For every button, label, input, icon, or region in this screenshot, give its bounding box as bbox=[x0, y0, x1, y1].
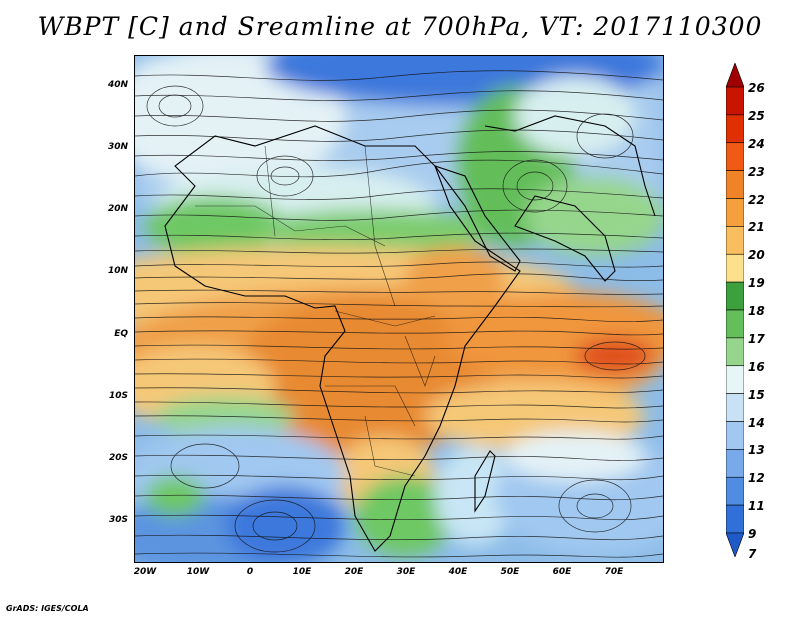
lon-label-70e: 70E bbox=[604, 567, 624, 577]
colorbar-label: 11 bbox=[748, 499, 765, 514]
colorbar-label: 7 bbox=[748, 547, 757, 561]
colorbar-label: 19 bbox=[748, 276, 765, 291]
colorbar-box bbox=[726, 449, 744, 478]
colorbar-label: 21 bbox=[748, 220, 765, 235]
lon-label-10w: 10W bbox=[186, 567, 210, 577]
lat-label-20s: 20S bbox=[108, 453, 128, 463]
lon-label-10e: 10E bbox=[292, 567, 312, 577]
lon-label-60e: 60E bbox=[552, 567, 572, 577]
colorbar-box bbox=[726, 226, 744, 255]
colorbar-box bbox=[726, 198, 744, 227]
lat-label-10s: 10S bbox=[108, 391, 128, 401]
wbpt-map-panel bbox=[134, 55, 664, 563]
colorbar-label: 17 bbox=[748, 331, 765, 346]
lon-label-20w: 20W bbox=[133, 567, 157, 577]
country-borders bbox=[195, 145, 436, 477]
colorbar-box bbox=[726, 337, 744, 367]
lon-label-30e: 30E bbox=[396, 567, 416, 577]
coastlines bbox=[164, 115, 656, 552]
colorbar-label: 14 bbox=[748, 415, 765, 430]
temperature-shading bbox=[135, 56, 663, 562]
colorbar-label: 26 bbox=[748, 81, 765, 95]
colorbar-label: 18 bbox=[748, 304, 765, 318]
colorbar-label: 12 bbox=[748, 471, 765, 486]
colorbar-box bbox=[726, 170, 744, 199]
lon-label-20e: 20E bbox=[344, 567, 364, 577]
colorbar-label: 13 bbox=[748, 443, 765, 458]
colorbar-label: 23 bbox=[748, 164, 765, 179]
lat-label-30n: 30N bbox=[107, 142, 128, 152]
lat-label-20n: 20N bbox=[107, 204, 128, 214]
colorbar-label: 9 bbox=[748, 527, 757, 541]
colorbar-box bbox=[726, 365, 744, 394]
lat-label-30s: 30S bbox=[108, 515, 128, 525]
lon-label-0: 0 bbox=[246, 567, 254, 577]
colorbar-box bbox=[726, 86, 744, 116]
lat-label-40n: 40N bbox=[107, 80, 128, 90]
colorbar-box bbox=[726, 309, 744, 339]
lon-label-50e: 50E bbox=[500, 567, 520, 577]
colorbar-label: 16 bbox=[748, 359, 765, 374]
wbpt-field bbox=[135, 56, 663, 562]
colorbar-label: 20 bbox=[748, 248, 765, 263]
grads-credit: GrADS: IGES/COLA bbox=[6, 604, 89, 613]
colorbar-label: 22 bbox=[748, 192, 765, 207]
colorbar-box bbox=[726, 253, 744, 283]
lat-label-eq: EQ bbox=[114, 329, 128, 339]
colorbar-box bbox=[726, 421, 744, 450]
colorbar-box bbox=[726, 504, 744, 534]
streamlines bbox=[135, 70, 663, 558]
colorbar-min-triangle bbox=[726, 532, 744, 557]
lat-label-10n: 10N bbox=[107, 266, 128, 276]
colorbar-box bbox=[726, 114, 744, 144]
colorbar-label: 15 bbox=[748, 387, 765, 402]
colorbar-box bbox=[726, 281, 744, 311]
colorbar-box bbox=[726, 476, 744, 506]
colorbar bbox=[726, 63, 744, 557]
map-title: WBPT [C] and Sreamline at 700hPa, VT: 20… bbox=[37, 12, 763, 41]
colorbar-max-triangle bbox=[726, 63, 744, 88]
colorbar-label: 24 bbox=[748, 136, 765, 151]
colorbar-label: 25 bbox=[748, 108, 765, 123]
lon-label-40e: 40E bbox=[448, 567, 468, 577]
colorbar-box bbox=[726, 142, 744, 171]
colorbar-box bbox=[726, 393, 744, 422]
